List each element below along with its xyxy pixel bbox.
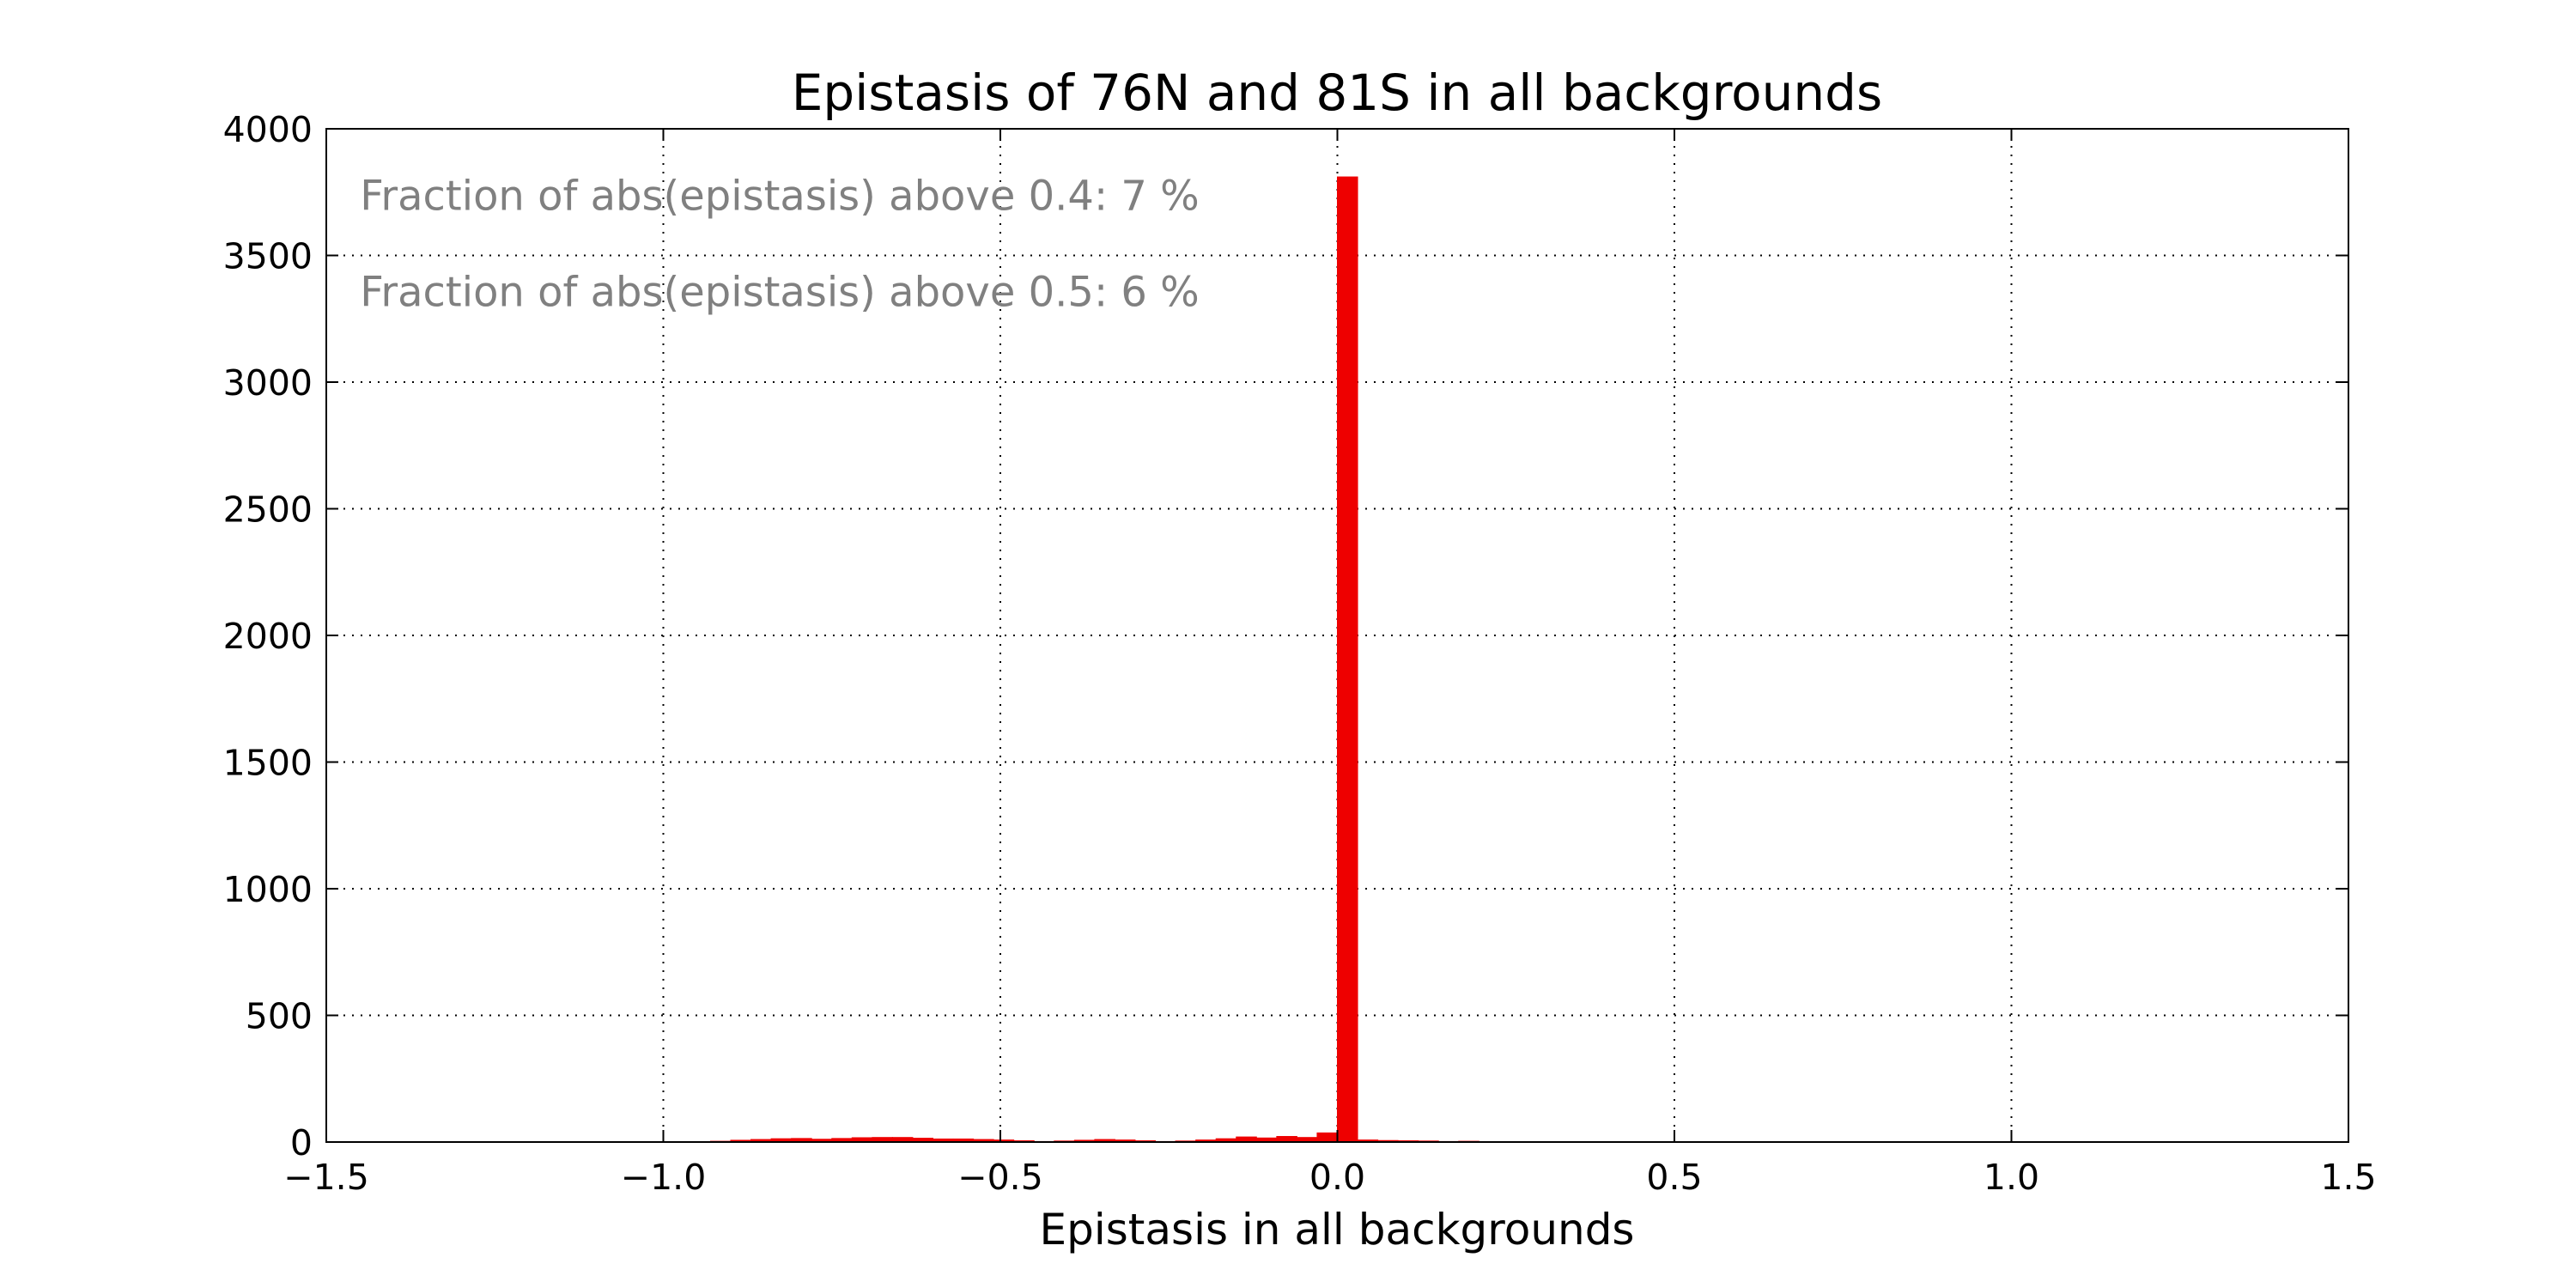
annotations: Fraction of abs(epistasis) above 0.4: 7 … xyxy=(360,172,1200,316)
chart-title: Epistasis of 76N and 81S in all backgrou… xyxy=(792,64,1882,122)
x-axis-label: Epistasis in all backgrounds xyxy=(1040,1205,1635,1255)
y-tick-label: 1500 xyxy=(223,743,313,784)
histogram-bar xyxy=(1337,176,1358,1143)
y-tick-label: 2000 xyxy=(223,616,313,657)
y-tick-label: 3000 xyxy=(223,362,313,404)
x-tick-label: −0.5 xyxy=(957,1157,1043,1198)
x-tick-label: −1.5 xyxy=(283,1157,369,1198)
y-tick-label: 4000 xyxy=(223,109,313,150)
y-tick-label: 0 xyxy=(290,1122,313,1163)
y-tick-label: 2500 xyxy=(223,489,313,531)
annotation-text: Fraction of abs(epistasis) above 0.5: 6 … xyxy=(360,269,1200,317)
x-tick-label: 0.0 xyxy=(1309,1157,1365,1198)
y-tick-label: 500 xyxy=(246,996,313,1037)
y-tick-label: 1000 xyxy=(223,869,313,910)
x-tick-label: −1.0 xyxy=(621,1157,707,1198)
x-tick-label: 1.5 xyxy=(2320,1157,2376,1198)
annotation-text: Fraction of abs(epistasis) above 0.4: 7 … xyxy=(360,172,1200,220)
histogram-bar xyxy=(1316,1132,1338,1143)
x-tick-label: 0.5 xyxy=(1646,1157,1702,1198)
y-tick-label: 3500 xyxy=(223,236,313,277)
histogram-bars xyxy=(709,176,1500,1143)
x-tick-label: 1.0 xyxy=(1984,1157,2039,1198)
axis-ticks: −1.5 −1.0 −0.5 0.0 0.5 1.0 1.5 0 500 1000 1500 2000… xyxy=(223,109,2377,1198)
